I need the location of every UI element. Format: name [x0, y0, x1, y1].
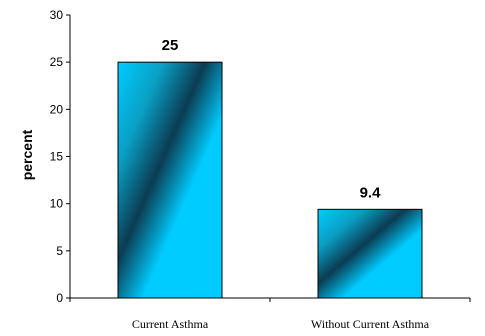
y-tick-label: 20 [50, 102, 64, 116]
x-category-label: Current Asthma [132, 317, 209, 331]
y-tick-label: 30 [50, 8, 64, 22]
y-tick-label: 15 [50, 150, 64, 164]
y-tick-label: 25 [50, 55, 64, 69]
bar-data-label: 9.4 [360, 184, 382, 201]
y-tick-label: 5 [56, 244, 63, 258]
bar-data-label: 25 [162, 37, 179, 54]
y-axis-title: percent [19, 129, 35, 180]
y-tick-label: 0 [56, 291, 63, 305]
bars [117, 61, 423, 299]
x-category-label: Without Current Asthma [311, 317, 430, 331]
bar [117, 61, 223, 299]
labels: 0 5 10 15 20 25 30 25 Current Asthma 9.4 Without C… [50, 8, 430, 331]
bar [317, 208, 423, 299]
y-tick-label: 10 [50, 197, 64, 211]
